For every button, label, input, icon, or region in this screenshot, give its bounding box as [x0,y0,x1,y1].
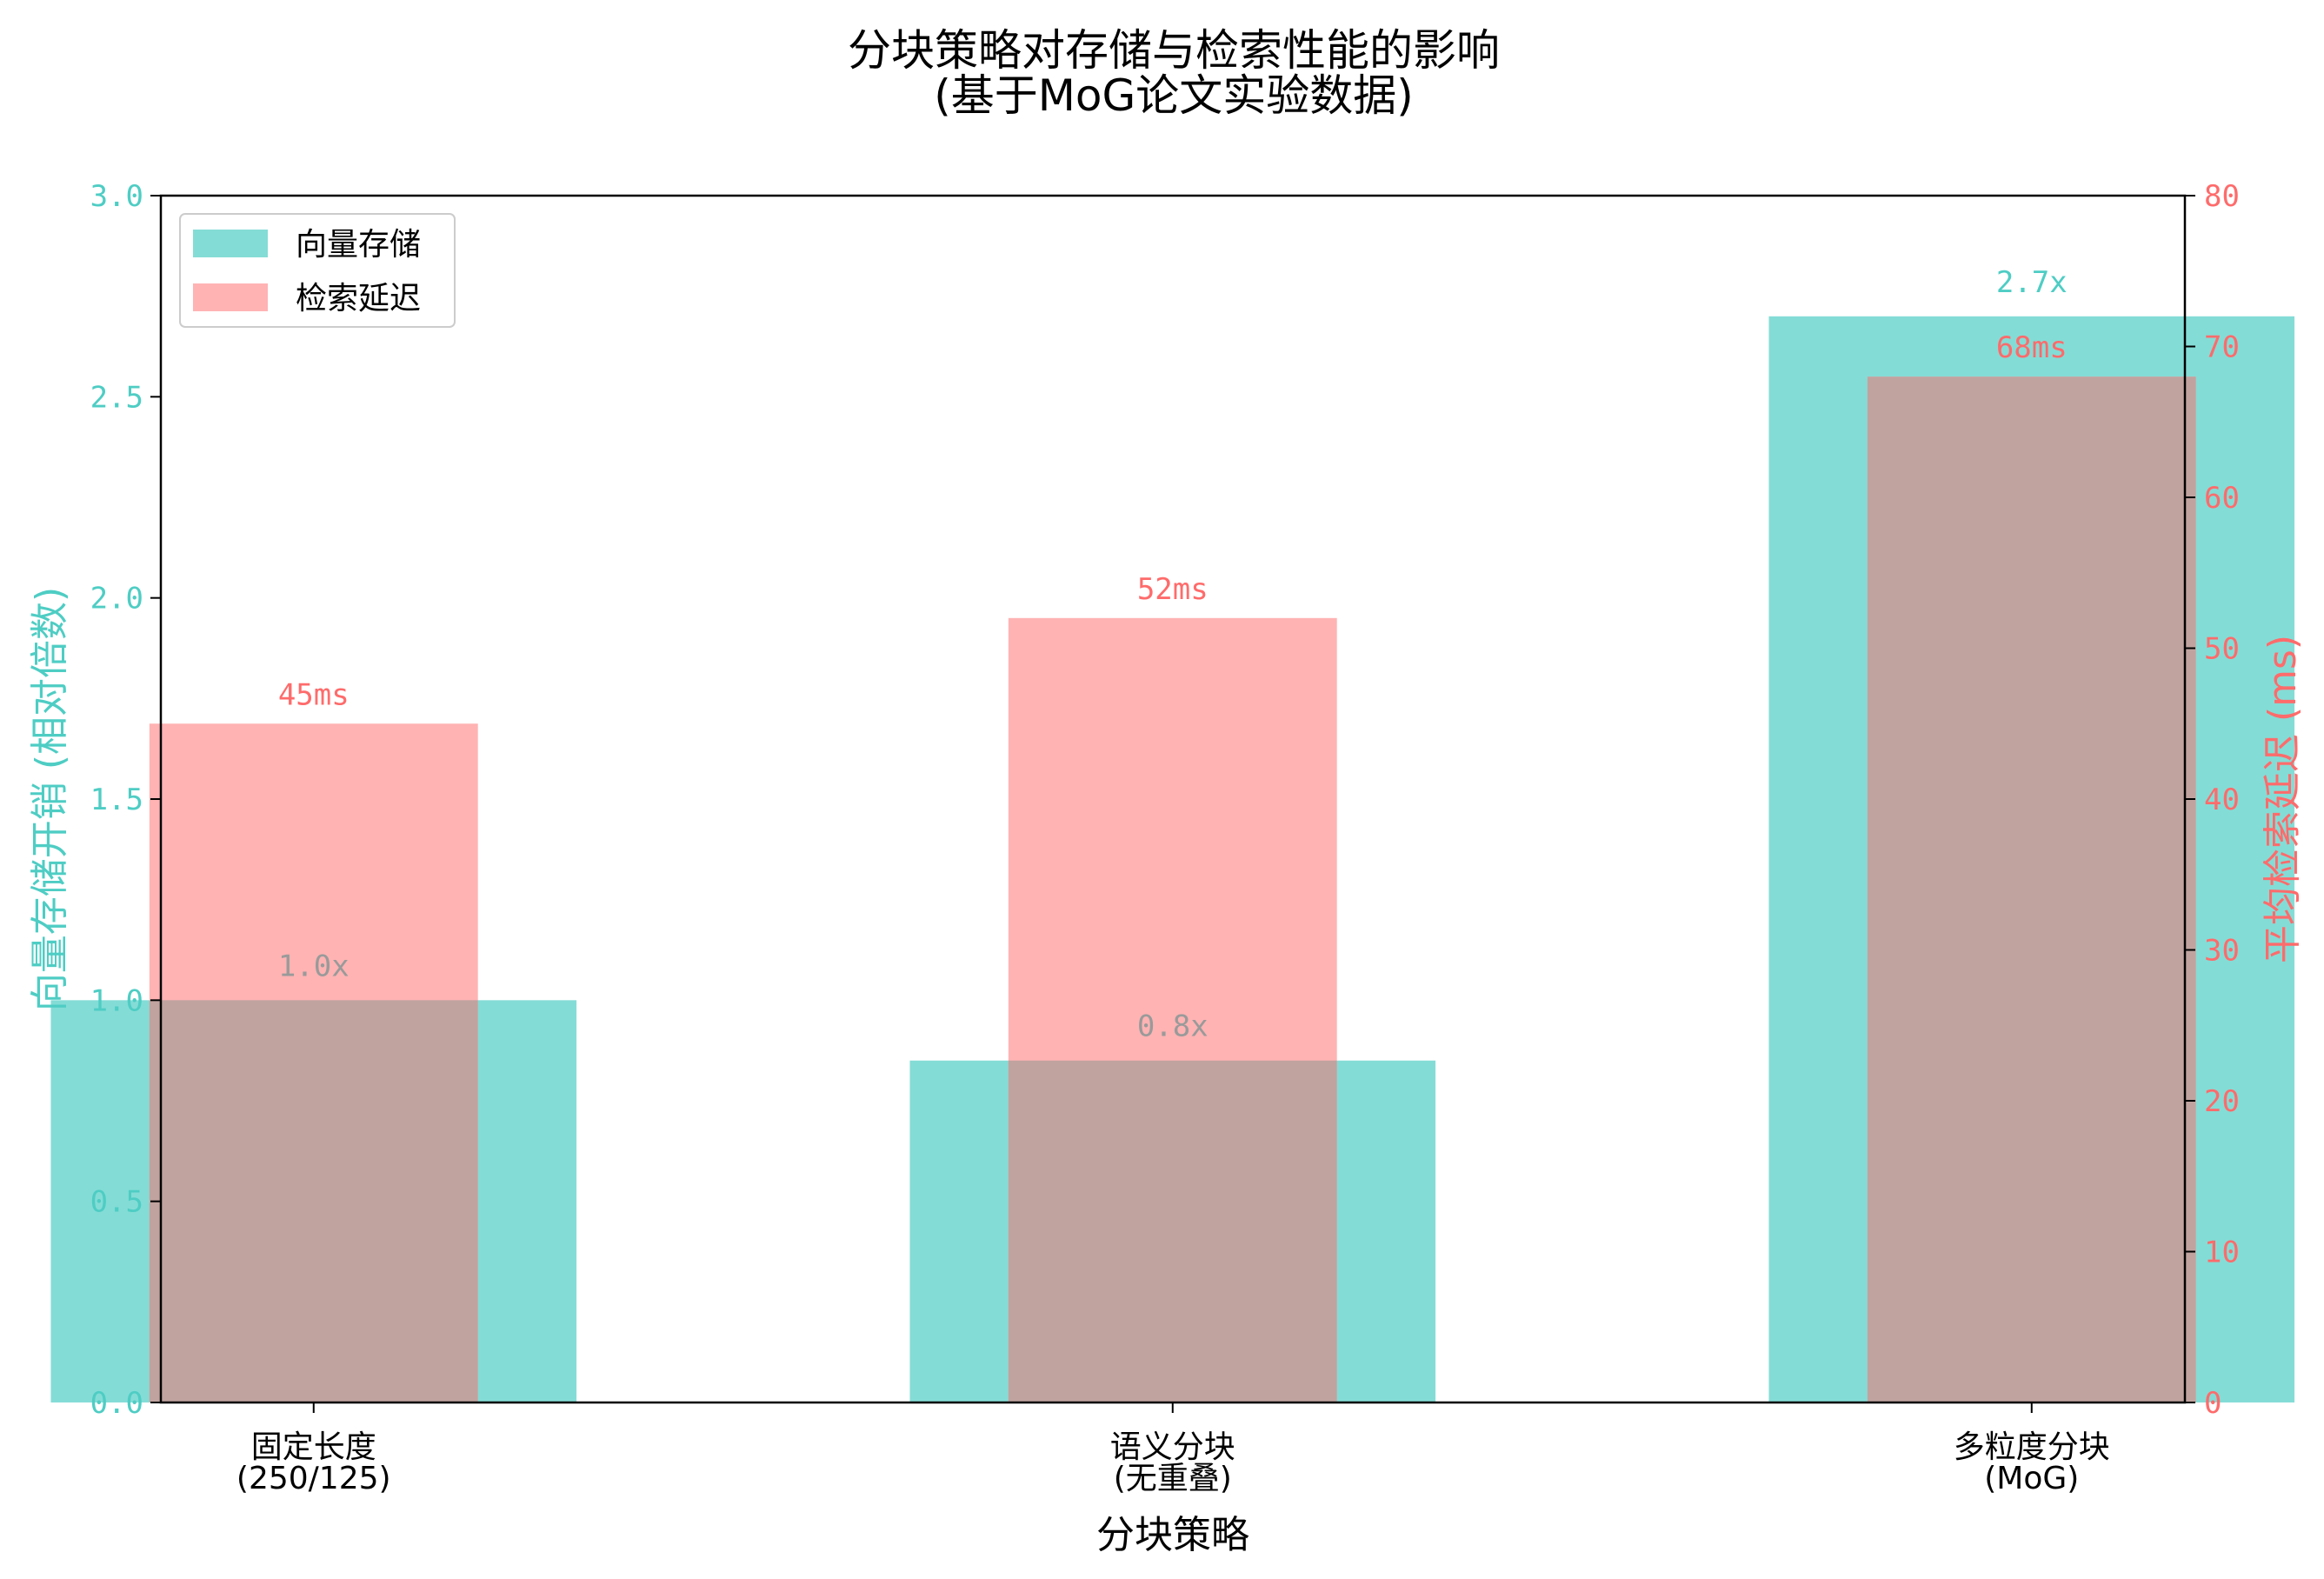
overlap-region [1008,1060,1337,1402]
right-tick-label: 60 [2204,481,2240,516]
latency-value-label: 52ms [1137,572,1209,607]
category-label: (无重叠) [1114,1461,1232,1496]
legend-label-latency: 检索延迟 [296,281,421,316]
overlap-region [1867,376,2196,1403]
left-axis-title: 向量存储开销 (相对倍数) [28,587,72,1011]
left-tick-label: 0.0 [90,1386,143,1421]
category-label: (MoG) [1984,1461,2079,1496]
x-axis-title: 分块策略 [1096,1513,1249,1557]
right-axis-ticks: 0 10 20 30 40 50 60 70 80 [2185,179,2240,1421]
category-label: 固定长度 [251,1429,376,1465]
category-label: 多粒度分块 [1954,1429,2110,1465]
right-tick-label: 10 [2204,1236,2240,1270]
right-tick-label: 70 [2204,330,2240,365]
latency-value-label: 45ms [278,677,350,712]
axis-titles: 分块策略 向量存储开销 (相对倍数) 平均检索延迟 (ms) [28,587,2305,1557]
chart-title-line: 分块策略对存储与检索性能的影响 [848,25,1500,76]
right-tick-label: 0 [2204,1386,2221,1421]
chart-title-line: (基于MoG论文实验数据) [934,70,1414,121]
left-tick-label: 1.0 [90,983,143,1018]
right-axis-title: 平均检索延迟 (ms) [2261,635,2305,963]
overlap-regions [149,376,2196,1403]
latency-value-label: 68ms [1996,330,2068,365]
left-axis-ticks: 0.0 0.5 1.0 1.5 2.0 2.5 3.0 [90,179,161,1421]
category-label: (250/125) [236,1461,391,1496]
right-tick-label: 20 [2204,1084,2240,1119]
storage-value-label: 1.0x [278,949,350,983]
overlap-region [149,1000,478,1402]
right-tick-label: 30 [2204,934,2240,969]
storage-value-label: 2.7x [1996,265,2068,300]
legend-label-storage: 向量存储 [296,227,421,263]
right-tick-label: 80 [2204,179,2240,214]
legend-swatch-storage [193,230,268,257]
right-tick-label: 40 [2204,783,2240,817]
left-tick-label: 2.0 [90,582,143,616]
left-tick-label: 3.0 [90,179,143,214]
left-tick-label: 1.5 [90,783,143,817]
data-labels: 1.0x 0.8x 2.7x 45ms 52ms 68ms [278,265,2068,1044]
storage-value-label: 0.8x [1137,1009,1209,1044]
right-tick-label: 50 [2204,632,2240,667]
left-tick-label: 0.5 [90,1185,143,1220]
x-axis-ticks: 固定长度(250/125) 语义分块(无重叠) 多粒度分块(MoG) [236,1402,2110,1496]
category-label: 语义分块 [1110,1429,1235,1465]
chart-title: 分块策略对存储与检索性能的影响(基于MoG论文实验数据) [848,25,1500,121]
left-tick-label: 2.5 [90,380,143,415]
legend-swatch-latency [193,283,268,311]
